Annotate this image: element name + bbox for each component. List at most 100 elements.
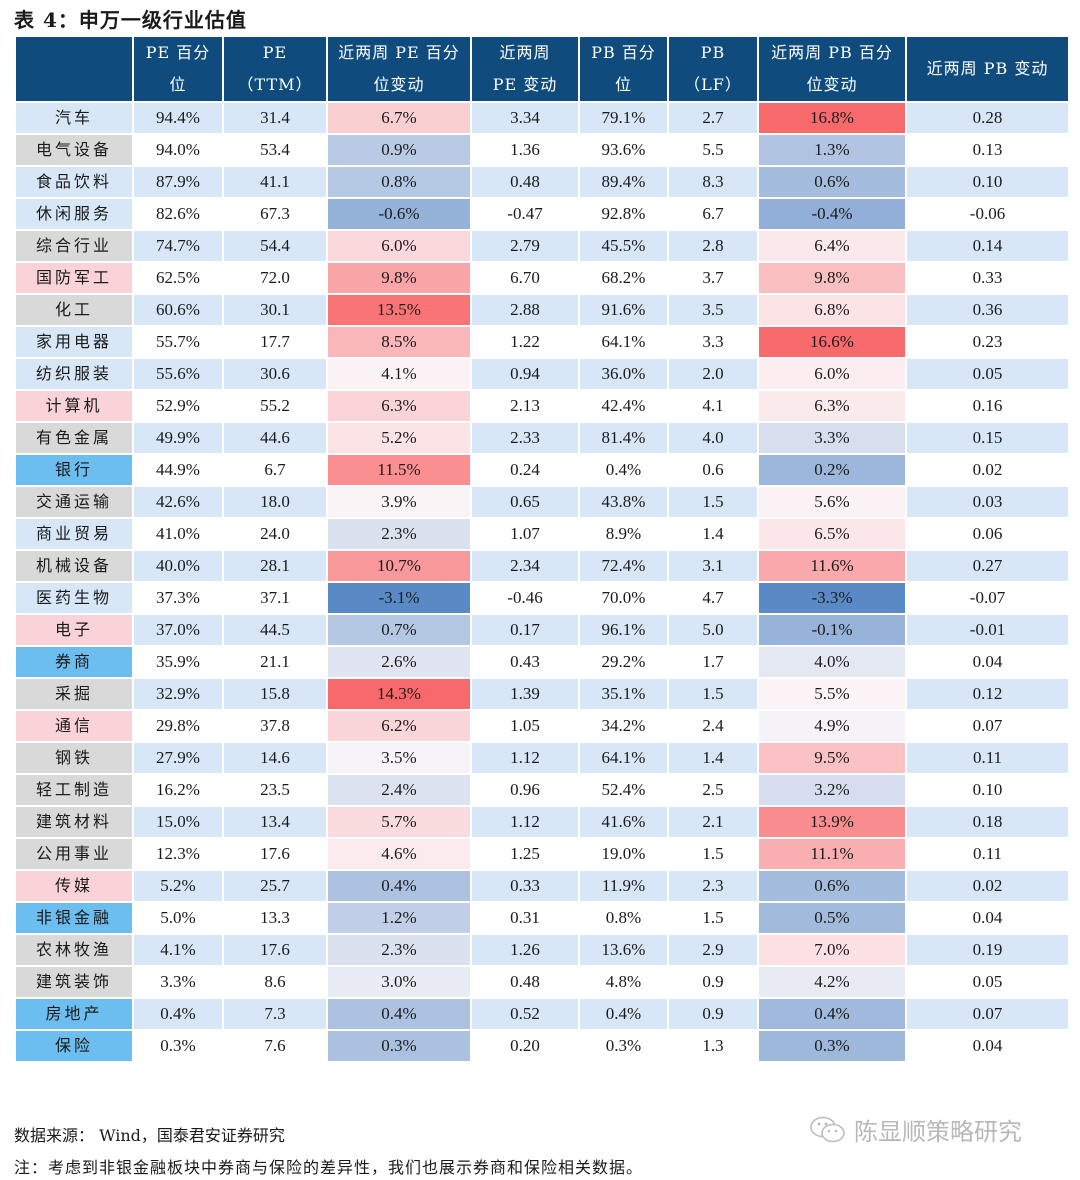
cell-pe-pct-chg: 1.2% [326, 901, 472, 935]
table-row: 机械设备 40.0% 28.1 10.7% 2.34 72.4% 3.1 11.6% 0.27 [14, 549, 1070, 583]
industry-label: 食品饮料 [14, 165, 134, 199]
cell-pb: 1.3 [667, 1029, 759, 1063]
table-row: 有色金属 49.9% 44.6 5.2% 2.33 81.4% 4.0 3.3% 0.15 [14, 421, 1070, 455]
cell-pb-chg: 0.04 [905, 901, 1070, 935]
industry-label: 家用电器 [14, 325, 134, 359]
cell-pe-pct: 5.2% [132, 869, 224, 903]
cell-pb-pct: 42.4% [578, 389, 669, 423]
cell-pb-pct: 68.2% [578, 261, 669, 295]
table-row: 钢铁 27.9% 14.6 3.5% 1.12 64.1% 1.4 9.5% 0.11 [14, 741, 1070, 775]
industry-label: 通信 [14, 709, 134, 743]
cell-pe-pct: 4.1% [132, 933, 224, 967]
cell-pe-pct-chg: -3.1% [326, 581, 472, 615]
cell-pe-pct-chg: 2.3% [326, 933, 472, 967]
cell-pb-pct: 64.1% [578, 325, 669, 359]
cell-pe-pct: 62.5% [132, 261, 224, 295]
cell-pb: 1.4 [667, 741, 759, 775]
table-row: 家用电器 55.7% 17.7 8.5% 1.22 64.1% 3.3 16.6% 0.23 [14, 325, 1070, 359]
cell-pb-pct: 0.8% [578, 901, 669, 935]
cell-pe: 7.6 [222, 1029, 328, 1063]
industry-label: 计算机 [14, 389, 134, 423]
table-row: 休闲服务 82.6% 67.3 -0.6% -0.47 92.8% 6.7 -0.4% -0.0… [14, 197, 1070, 231]
cell-pe: 44.6 [222, 421, 328, 455]
cell-pb-pct-chg: 6.4% [757, 229, 907, 263]
cell-pe-pct: 94.0% [132, 133, 224, 167]
cell-pb-chg: 0.19 [905, 933, 1070, 967]
cell-pe-chg: 1.05 [470, 709, 580, 743]
cell-pe-pct-chg: 2.4% [326, 773, 472, 807]
cell-pb-pct-chg: -0.1% [757, 613, 907, 647]
cell-pe-pct-chg: 6.7% [326, 101, 472, 135]
cell-pb-pct-chg: 4.9% [757, 709, 907, 743]
table-row: 计算机 52.9% 55.2 6.3% 2.13 42.4% 4.1 6.3% 0.16 [14, 389, 1070, 423]
cell-pe-pct-chg: 11.5% [326, 453, 472, 487]
valuation-table: PE 百分 位 PE （TTM） 近两周 PE 百分 位变动 近两周 PE 变动 PB … [14, 35, 1070, 1063]
cell-pe-pct: 74.7% [132, 229, 224, 263]
cell-pe-chg: 0.65 [470, 485, 580, 519]
cell-pb: 1.5 [667, 901, 759, 935]
cell-pe-pct-chg: 4.1% [326, 357, 472, 391]
cell-pe: 30.1 [222, 293, 328, 327]
cell-pb-pct-chg: -3.3% [757, 581, 907, 615]
cell-pb: 2.3 [667, 869, 759, 903]
cell-pe-pct-chg: 0.8% [326, 165, 472, 199]
cell-pb-chg: 0.04 [905, 1029, 1070, 1063]
column-header: 近两周 PB 变动 [905, 35, 1070, 103]
cell-pb-chg: 0.03 [905, 485, 1070, 519]
table-row: 电气设备 94.0% 53.4 0.9% 1.36 93.6% 5.5 1.3% 0.13 [14, 133, 1070, 167]
cell-pe-pct-chg: 6.0% [326, 229, 472, 263]
cell-pb-pct: 89.4% [578, 165, 669, 199]
cell-pb-chg: 0.27 [905, 549, 1070, 583]
column-header: 近两周 PE 百分 位变动 [326, 35, 472, 103]
cell-pb-pct: 92.8% [578, 197, 669, 231]
header-row: PE 百分 位 PE （TTM） 近两周 PE 百分 位变动 近两周 PE 变动 PB … [14, 35, 1070, 103]
cell-pb: 4.1 [667, 389, 759, 423]
industry-label: 建筑装饰 [14, 965, 134, 999]
cell-pe-chg: 3.34 [470, 101, 580, 135]
cell-pb: 1.4 [667, 517, 759, 551]
cell-pb-pct-chg: 16.8% [757, 101, 907, 135]
cell-pb-pct: 96.1% [578, 613, 669, 647]
cell-pb: 2.9 [667, 933, 759, 967]
table-row: 轻工制造 16.2% 23.5 2.4% 0.96 52.4% 2.5 3.2% 0.10 [14, 773, 1070, 807]
cell-pb: 2.5 [667, 773, 759, 807]
cell-pe-pct: 44.9% [132, 453, 224, 487]
cell-pe-pct-chg: 8.5% [326, 325, 472, 359]
industry-label: 纺织服装 [14, 357, 134, 391]
table-row: 综合行业 74.7% 54.4 6.0% 2.79 45.5% 2.8 6.4% 0.14 [14, 229, 1070, 263]
cell-pb-pct-chg: 4.0% [757, 645, 907, 679]
industry-label: 房地产 [14, 997, 134, 1031]
cell-pe-pct-chg: 6.2% [326, 709, 472, 743]
cell-pe-pct-chg: 4.6% [326, 837, 472, 871]
cell-pe-pct-chg: 3.5% [326, 741, 472, 775]
industry-label: 商业贸易 [14, 517, 134, 551]
cell-pb-pct: 36.0% [578, 357, 669, 391]
cell-pe-pct: 60.6% [132, 293, 224, 327]
table-row: 公用事业 12.3% 17.6 4.6% 1.25 19.0% 1.5 11.1% 0.11 [14, 837, 1070, 871]
cell-pe: 21.1 [222, 645, 328, 679]
cell-pb-chg: 0.36 [905, 293, 1070, 327]
cell-pe-pct-chg: 5.2% [326, 421, 472, 455]
cell-pe-pct-chg: 0.3% [326, 1029, 472, 1063]
cell-pe-pct-chg: 3.9% [326, 485, 472, 519]
cell-pb-pct: 0.3% [578, 1029, 669, 1063]
watermark: 陈显顺策略研究 [808, 1112, 1022, 1147]
column-header: PE （TTM） [222, 35, 328, 103]
cell-pe-pct-chg: -0.6% [326, 197, 472, 231]
cell-pe: 13.4 [222, 805, 328, 839]
cell-pb-pct: 81.4% [578, 421, 669, 455]
cell-pb: 1.5 [667, 485, 759, 519]
cell-pb-chg: -0.01 [905, 613, 1070, 647]
table-row: 建筑材料 15.0% 13.4 5.7% 1.12 41.6% 2.1 13.9% 0.18 [14, 805, 1070, 839]
cell-pe-pct: 55.7% [132, 325, 224, 359]
cell-pe-pct: 32.9% [132, 677, 224, 711]
column-header: PB （LF） [667, 35, 759, 103]
cell-pe-pct: 35.9% [132, 645, 224, 679]
cell-pe-pct-chg: 0.4% [326, 869, 472, 903]
cell-pb: 2.7 [667, 101, 759, 135]
cell-pb-pct: 4.8% [578, 965, 669, 999]
cell-pe-pct: 41.0% [132, 517, 224, 551]
industry-label: 机械设备 [14, 549, 134, 583]
industry-label: 国防军工 [14, 261, 134, 295]
cell-pe-pct: 12.3% [132, 837, 224, 871]
